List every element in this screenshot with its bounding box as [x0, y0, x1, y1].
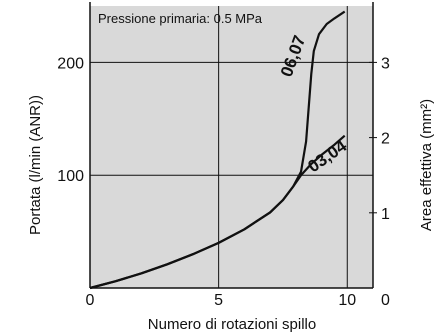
y2-tick-label-3: 3 [381, 55, 390, 72]
x-tick-label-5: 5 [214, 292, 223, 309]
pressure-annotation: Pressione primaria: 0.5 MPa [98, 11, 263, 26]
plot-background [90, 6, 373, 288]
y-tick-label-200: 200 [57, 55, 84, 72]
y-axis-title: Portata (l/min (ANR)) [27, 95, 44, 235]
y2-tick-label-2: 2 [381, 131, 390, 148]
y2-tick-label-0: 0 [381, 292, 390, 309]
x-axis-title: Numero di rotazioni spillo [148, 316, 316, 333]
grid-lines [90, 6, 373, 288]
y2-tick-label-1: 1 [381, 206, 390, 223]
x-tick-label-0: 0 [86, 292, 95, 309]
axes [89, 2, 377, 289]
x-tick-label-10: 10 [338, 292, 356, 309]
series-line-03-04 [89, 134, 346, 290]
series-lines [89, 10, 346, 290]
tick-labels: 0 5 10 100 200 1 2 3 0 [57, 55, 390, 309]
y2-axis-title: Area effettiva (mm²) [418, 99, 435, 231]
y-tick-label-100: 100 [57, 168, 84, 185]
